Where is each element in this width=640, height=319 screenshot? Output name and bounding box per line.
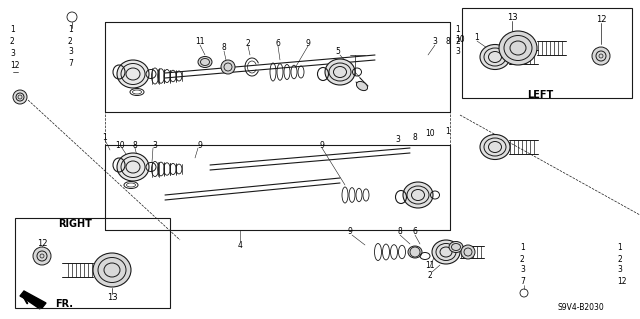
- Text: S9V4-B2030: S9V4-B2030: [557, 302, 604, 311]
- Text: 8: 8: [413, 132, 417, 142]
- Text: 10: 10: [115, 140, 125, 150]
- Ellipse shape: [449, 241, 463, 253]
- Text: 9: 9: [348, 227, 353, 236]
- Text: 2: 2: [617, 255, 621, 263]
- Text: 4: 4: [237, 241, 243, 249]
- Ellipse shape: [117, 153, 149, 181]
- Text: 1: 1: [520, 243, 525, 253]
- Text: 6: 6: [276, 39, 280, 48]
- Text: 8: 8: [445, 38, 451, 47]
- Text: 9: 9: [305, 39, 310, 48]
- Ellipse shape: [499, 31, 537, 65]
- Text: 2: 2: [428, 271, 433, 279]
- Text: 13: 13: [107, 293, 117, 301]
- Text: 10: 10: [425, 130, 435, 138]
- Text: 3: 3: [455, 48, 460, 56]
- Text: 3: 3: [68, 48, 73, 56]
- Text: 1: 1: [445, 128, 451, 137]
- Text: 3: 3: [396, 136, 401, 145]
- Text: 9: 9: [319, 140, 324, 150]
- Text: 3: 3: [433, 38, 437, 47]
- Ellipse shape: [356, 81, 367, 91]
- Text: 7: 7: [68, 58, 73, 68]
- Ellipse shape: [93, 253, 131, 287]
- Text: 1: 1: [617, 243, 621, 253]
- Text: 1: 1: [10, 26, 15, 34]
- Text: 13: 13: [507, 13, 517, 23]
- Text: 11: 11: [195, 38, 205, 47]
- Text: 1: 1: [475, 33, 479, 42]
- Text: 12: 12: [617, 277, 627, 286]
- Text: 2: 2: [455, 36, 460, 46]
- Text: 7: 7: [520, 277, 525, 286]
- Text: 9: 9: [198, 140, 202, 150]
- Ellipse shape: [325, 59, 355, 85]
- Circle shape: [592, 47, 610, 65]
- Text: 3: 3: [617, 265, 622, 275]
- Text: 8: 8: [221, 43, 227, 53]
- Text: LEFT: LEFT: [527, 90, 553, 100]
- Text: 1: 1: [68, 26, 73, 34]
- Ellipse shape: [408, 246, 422, 258]
- Text: 2: 2: [10, 38, 15, 47]
- Text: 8: 8: [397, 227, 403, 236]
- Ellipse shape: [480, 135, 510, 160]
- Text: 6: 6: [413, 227, 417, 236]
- Text: 10: 10: [455, 35, 465, 44]
- Text: 2: 2: [246, 39, 250, 48]
- Text: 11: 11: [425, 261, 435, 270]
- Text: 3: 3: [520, 265, 525, 275]
- Text: RIGHT: RIGHT: [58, 219, 92, 229]
- FancyArrowPatch shape: [24, 298, 40, 308]
- Text: 12: 12: [10, 62, 19, 70]
- Text: 12: 12: [36, 239, 47, 248]
- Text: 3: 3: [10, 49, 15, 58]
- Text: 12: 12: [596, 16, 606, 25]
- Text: 5: 5: [335, 48, 340, 56]
- Text: 1: 1: [455, 26, 460, 34]
- Polygon shape: [20, 291, 46, 308]
- Circle shape: [13, 90, 27, 104]
- Text: 8: 8: [132, 140, 138, 150]
- Ellipse shape: [198, 56, 212, 68]
- Ellipse shape: [117, 60, 149, 88]
- Bar: [462, 8, 632, 98]
- Bar: [15, 218, 170, 308]
- Ellipse shape: [432, 240, 460, 264]
- Text: 2: 2: [68, 36, 73, 46]
- Text: 1: 1: [102, 132, 108, 142]
- Text: FR.: FR.: [55, 299, 73, 309]
- Circle shape: [221, 60, 235, 74]
- Circle shape: [461, 245, 475, 259]
- Circle shape: [33, 247, 51, 265]
- Text: 3: 3: [152, 140, 157, 150]
- Ellipse shape: [403, 182, 433, 208]
- Text: 2: 2: [520, 255, 525, 263]
- Ellipse shape: [480, 44, 510, 70]
